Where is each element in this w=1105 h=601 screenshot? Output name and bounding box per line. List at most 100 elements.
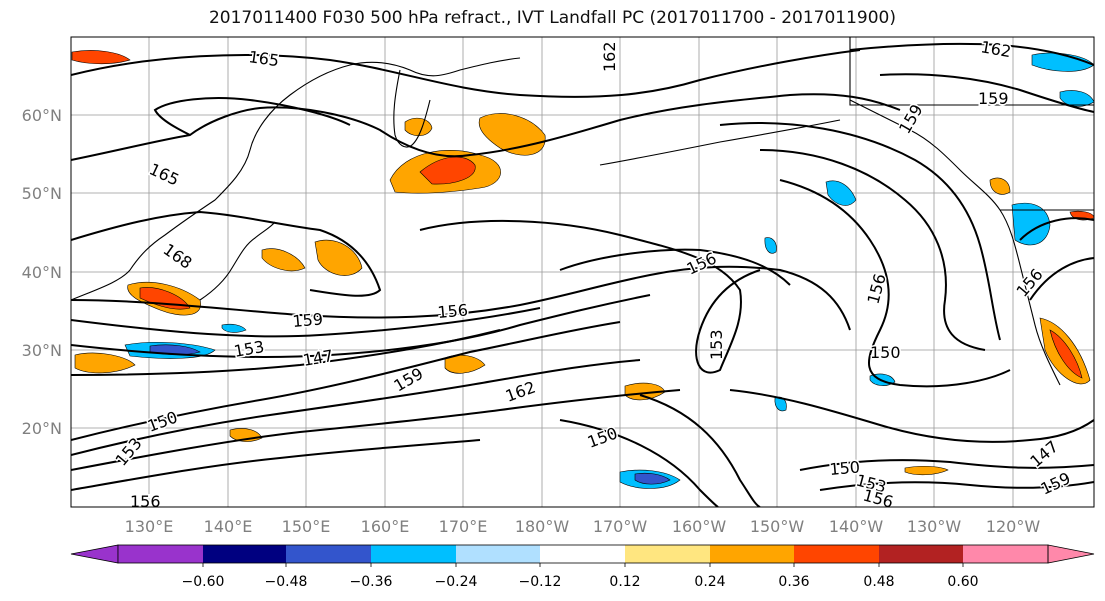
contour-line — [559, 248, 791, 286]
contour-line — [71, 307, 541, 338]
lon-label: 160°E — [361, 517, 410, 536]
lon-label: 170°E — [439, 517, 488, 536]
contour-line — [559, 419, 719, 507]
positive-anomaly-core — [419, 156, 476, 185]
colorbar-tick-label: 0.48 — [863, 574, 894, 590]
positive-anomaly-patch — [314, 239, 363, 276]
positive-anomaly-patch — [261, 248, 306, 272]
colorbar-bin — [371, 545, 456, 563]
colorbar-bin — [794, 545, 879, 563]
border-line — [849, 37, 1094, 106]
contour-label: 162 — [600, 41, 619, 72]
negative-anomaly-core — [634, 472, 671, 485]
contour-line — [71, 265, 851, 331]
contour-line — [759, 149, 986, 351]
asia-coastline — [71, 57, 521, 301]
positive-anomaly-core — [1049, 329, 1083, 379]
colorbar-tick-label: −0.12 — [519, 574, 562, 590]
coastlines — [71, 37, 1094, 386]
contour-line — [71, 359, 641, 456]
positive-anomaly-patch — [74, 352, 136, 374]
contour-line — [1029, 257, 1094, 301]
latitude-labels: 60°N 50°N 40°N 30°N 20°N — [22, 106, 62, 438]
lon-label: 130°E — [125, 517, 174, 536]
colorbar-tick-label: 0.12 — [609, 574, 640, 590]
colorbar-tick-label: −0.24 — [435, 574, 478, 590]
lat-label: 20°N — [22, 419, 62, 438]
positive-anomaly-patch — [404, 117, 433, 137]
contour-line — [419, 219, 761, 374]
lat-label: 50°N — [22, 184, 62, 203]
lon-label: 150°E — [282, 517, 331, 536]
negative-anomaly-patch — [1011, 202, 1051, 246]
colorbar-bin — [286, 545, 371, 563]
colorbar-tick-label: −0.36 — [350, 574, 393, 590]
japan-coastline — [199, 221, 276, 301]
contour-line — [71, 321, 621, 441]
lat-label: 30°N — [22, 341, 62, 360]
contour-line — [879, 73, 1094, 113]
lat-label: 60°N — [22, 106, 62, 125]
colorbar-tick-label: 0.36 — [778, 574, 809, 590]
contour-label: 159 — [292, 309, 324, 331]
contour-line — [779, 179, 1011, 388]
negative-anomaly-patch — [825, 180, 857, 206]
positive-anomaly-patch — [71, 50, 131, 65]
colorbar-bin — [879, 545, 963, 563]
colorbar-bin — [456, 545, 540, 563]
colorbar-tick-label: −0.60 — [182, 574, 225, 590]
colorbar-bin — [625, 545, 710, 563]
positive-anomaly-patch — [904, 465, 949, 476]
contour-line — [729, 389, 1094, 443]
lat-label: 40°N — [22, 263, 62, 282]
alaska-coastline — [849, 99, 1061, 386]
colorbar: −0.60 −0.48 −0.36 −0.24 −0.12 0.12 0.24 … — [70, 544, 1095, 590]
contour-line — [719, 122, 1001, 341]
height-contours — [71, 42, 1094, 507]
positive-anomaly-patch — [989, 177, 1011, 195]
contour-line — [849, 42, 1094, 66]
longitude-labels: 130°E 140°E 150°E 160°E 170°E 180°W 170°… — [125, 517, 1041, 536]
colorbar-bin — [963, 545, 1048, 563]
contour-line — [71, 210, 382, 297]
colorbar-ticks — [202, 563, 964, 567]
contour-line — [71, 329, 501, 376]
colorbar-right-extend — [1047, 544, 1095, 564]
aleutian-chain — [599, 119, 841, 166]
colorbar-tick-label: −0.48 — [265, 574, 308, 590]
colorbar-bin — [118, 545, 203, 563]
lon-label: 120°W — [986, 517, 1041, 536]
colorbar-frame — [117, 544, 1049, 564]
negative-anomaly-patch — [764, 237, 777, 254]
negative-anomaly-patch — [221, 323, 247, 333]
colorbar-tick-label: 0.24 — [694, 574, 725, 590]
contour-line — [71, 439, 481, 491]
lon-label: 180°W — [515, 517, 570, 536]
contour-label: 150 — [829, 457, 861, 479]
contour-label: 159 — [978, 89, 1009, 108]
lon-label: 150°W — [750, 517, 805, 536]
colorbar-bin — [710, 545, 794, 563]
map-frame — [70, 36, 1095, 508]
contour-line — [71, 294, 651, 358]
contour-label: 153 — [707, 329, 726, 360]
contour-line — [153, 97, 351, 136]
contour-line — [1019, 217, 1094, 241]
kamchatka-coastline — [393, 69, 431, 148]
map-title: 2017011400 F030 500 hPa refract., IVT La… — [208, 8, 896, 28]
contour-label: 156 — [130, 492, 161, 511]
contour-line — [71, 49, 861, 98]
contour-line — [819, 481, 1094, 491]
contour-label: 156 — [437, 300, 469, 322]
contour-line — [71, 93, 901, 161]
contour-label: 150 — [870, 343, 901, 362]
contour-line — [799, 459, 1094, 471]
contour-line — [639, 394, 761, 507]
colorbar-bin — [203, 545, 286, 563]
lon-label: 140°E — [204, 517, 253, 536]
lon-label: 140°W — [829, 517, 884, 536]
lon-label: 160°W — [672, 517, 727, 536]
colorbar-tick-labels: −0.60 −0.48 −0.36 −0.24 −0.12 0.12 0.24 … — [182, 574, 979, 590]
lon-label: 130°W — [907, 517, 962, 536]
